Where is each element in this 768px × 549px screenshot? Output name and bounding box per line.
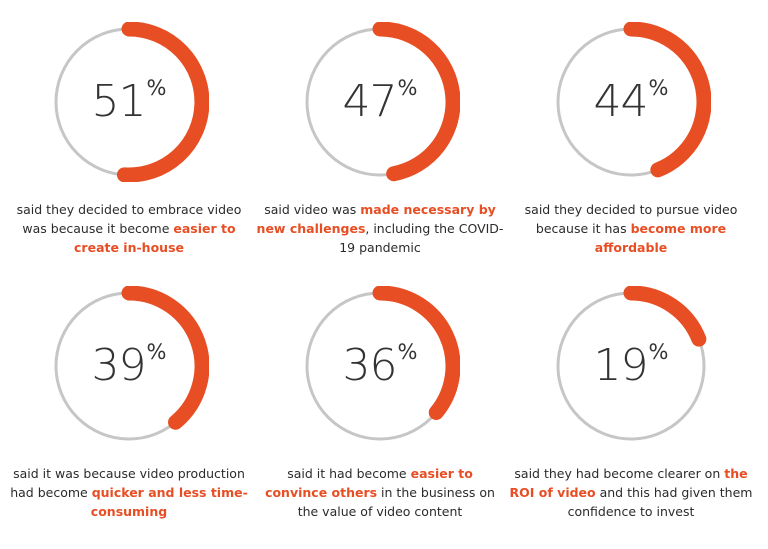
- gauge-arc: [372, 22, 460, 182]
- caption-text: , including the COVID-19 pandemic: [339, 221, 504, 255]
- stat-caption: said video was made necessary by new cha…: [255, 200, 505, 257]
- percent-label: 19%: [551, 286, 711, 446]
- caption-highlight: quicker and less time-consuming: [90, 485, 248, 519]
- percent-sign: %: [397, 340, 418, 364]
- donut-chart: [54, 22, 209, 182]
- percent-sign: %: [648, 76, 669, 100]
- stat-caption: said they decided to embrace video was b…: [4, 200, 254, 257]
- caption-highlight: become more affordable: [594, 221, 727, 255]
- stat-caption: said it had become easier to convince ot…: [255, 464, 505, 521]
- gauge-arc: [623, 22, 711, 178]
- percent-value: 19: [593, 340, 649, 391]
- donut-chart: [556, 286, 707, 441]
- donut-chart: [305, 286, 460, 441]
- caption-text: in the business on the value of video co…: [297, 485, 495, 519]
- caption-highlight: easier to create in-house: [74, 221, 236, 255]
- donut-chart: [54, 286, 209, 441]
- caption-text: said it had become: [287, 466, 411, 481]
- caption-highlight: easier to convince others: [265, 466, 473, 500]
- caption-text: said video was: [264, 202, 361, 217]
- caption-text: said they decided to pursue video becaus…: [524, 202, 738, 236]
- donut-gauge: 51%: [49, 22, 209, 182]
- donut-chart: [556, 22, 711, 178]
- gauge-arc: [623, 286, 707, 347]
- percent-sign: %: [146, 340, 167, 364]
- caption-highlight: made necessary by new challenges: [256, 202, 496, 236]
- percent-value: 47: [342, 76, 398, 127]
- gauge-arc: [116, 22, 209, 182]
- caption-text: said they decided to embrace video was b…: [16, 202, 242, 236]
- stat-caption: said they decided to pursue video becaus…: [506, 200, 756, 257]
- percent-sign: %: [648, 340, 669, 364]
- stat-caption: said they had become clearer on the ROI …: [506, 464, 756, 521]
- percent-value: 39: [91, 340, 147, 391]
- donut-gauge: 19%: [551, 286, 711, 446]
- percent-sign: %: [397, 76, 418, 100]
- caption-text: and this had given them confidence to in…: [567, 485, 753, 519]
- percent-sign: %: [146, 76, 167, 100]
- caption-text: said it was because video production had…: [10, 466, 245, 500]
- percent-value: 44: [593, 76, 649, 127]
- percent-label: 39%: [49, 286, 209, 446]
- donut-gauge: 36%: [300, 286, 460, 446]
- percent-value: 36: [342, 340, 398, 391]
- gauge-arc: [372, 286, 460, 421]
- percent-label: 51%: [49, 22, 209, 182]
- donut-chart: [305, 22, 460, 182]
- donut-gauge: 39%: [49, 286, 209, 446]
- percent-label: 47%: [300, 22, 460, 182]
- percent-label: 36%: [300, 286, 460, 446]
- percent-label: 44%: [551, 22, 711, 182]
- donut-gauge: 44%: [551, 22, 711, 182]
- caption-highlight: the ROI of video: [509, 466, 748, 500]
- caption-text: said they had become clearer on: [514, 466, 725, 481]
- donut-gauge: 47%: [300, 22, 460, 182]
- percent-value: 51: [91, 76, 147, 127]
- stat-caption: said it was because video production had…: [4, 464, 254, 521]
- gauge-arc: [121, 286, 209, 430]
